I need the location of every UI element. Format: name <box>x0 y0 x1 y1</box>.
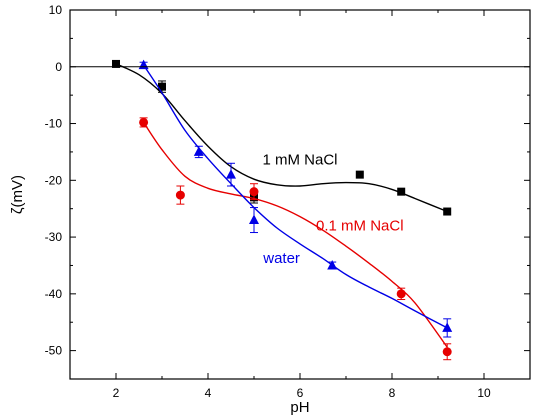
fit-line <box>143 64 448 329</box>
x-tick-label: 2 <box>113 386 120 400</box>
series-label-1mm-nacl: 1 mM NaCl <box>262 151 337 168</box>
data-point <box>327 260 338 270</box>
data-point <box>249 214 259 224</box>
series-1 <box>139 117 452 361</box>
data-point <box>193 146 204 156</box>
series-label-0-1mm-nacl: 0.1 mM NaCl <box>316 217 404 234</box>
series-label-water: water <box>262 250 300 267</box>
series-2 <box>138 59 453 338</box>
fit-line <box>115 63 448 213</box>
y-tick-label: -40 <box>45 287 63 301</box>
data-point <box>226 169 236 179</box>
data-point <box>175 190 185 200</box>
x-tick-label: 6 <box>297 386 304 400</box>
y-tick-label: 0 <box>55 60 62 74</box>
data-point <box>396 289 406 299</box>
data-point <box>112 59 120 68</box>
data-point <box>443 207 452 216</box>
series-0 <box>112 59 452 216</box>
data-point <box>397 187 406 196</box>
y-tick-label: -20 <box>45 173 63 187</box>
y-tick-label: 10 <box>49 3 63 17</box>
y-axis-title: ζ(mV) <box>9 175 26 214</box>
data-point <box>138 59 149 70</box>
plot-frame <box>69 9 531 380</box>
data-point <box>442 322 453 332</box>
data-point <box>355 170 364 179</box>
data-point <box>442 347 452 357</box>
x-tick-label: 8 <box>389 386 396 400</box>
plot-area <box>112 59 453 361</box>
fit-line <box>143 122 448 348</box>
y-tick-label: -30 <box>45 230 63 244</box>
data-point <box>139 117 149 127</box>
x-tick-label: 4 <box>205 386 212 400</box>
y-tick-label: -10 <box>45 117 63 131</box>
x-axis-title: pH <box>290 399 309 416</box>
data-point <box>158 82 166 91</box>
axes: 2 4 6 8 10 10 0 -10 -20 -30 -40 -50 <box>45 3 531 400</box>
data-point <box>249 187 259 197</box>
x-tick-label: 10 <box>477 386 491 400</box>
y-tick-label: -50 <box>45 344 63 358</box>
